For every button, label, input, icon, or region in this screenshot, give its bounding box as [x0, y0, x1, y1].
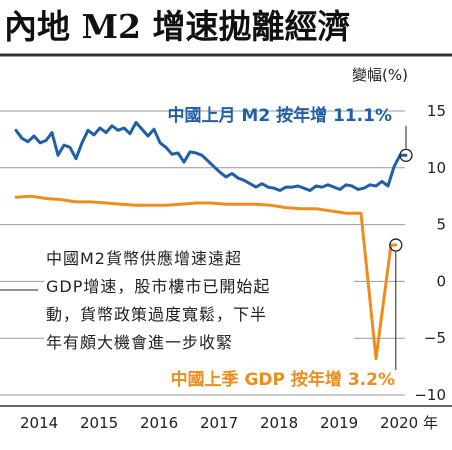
x-tick-label: 2016 [140, 414, 178, 432]
chart-title: 內地 M2 增速拋離經濟 [4, 7, 350, 46]
annotation-box [44, 238, 354, 350]
x-axis-ticks: 2014 2015 2016 2017 2018 2019 2020 年 [20, 414, 438, 432]
x-tick-label: 2014 [20, 414, 58, 432]
y-axis-ticks: 15 10 5 0 −5 −10 [414, 102, 446, 404]
y-tick-label: 5 [436, 216, 446, 234]
y-tick-label: −5 [424, 329, 446, 347]
x-tick-label: 2020 年 [380, 414, 438, 432]
series-gdp-line [14, 194, 398, 361]
series-gdp-label: 中國上季 GDP 按年增 3.2% [171, 369, 395, 390]
annotation-text: 中國M2貨幣供應增速遠超 GDP增速，股市樓市已開始起動，貨幣政策過度寬鬆，下半年… [46, 249, 270, 352]
x-tick-label: 2018 [260, 414, 298, 432]
series-labels: 中國上月 M2 按年增 11.1% 中國上季 GDP 按年增 3.2% [168, 105, 407, 390]
annotation-line: 動，貨幣政策過度寬鬆，下半 [46, 305, 267, 324]
y-tick-label: −10 [414, 386, 446, 404]
annotation-background [0, 238, 354, 350]
x-tick-label: 2017 [200, 414, 238, 432]
series-m2-line [14, 120, 408, 192]
annotation-line: 年有頗大機會進一步收緊 [46, 333, 233, 352]
y-tick-label: 15 [427, 102, 446, 120]
series-m2-end-marker [399, 148, 413, 162]
x-tick-label: 2019 [320, 414, 358, 432]
unit-label: 變幅(%) [352, 66, 408, 84]
series-gdp-end-marker [389, 238, 403, 252]
series-lines [14, 120, 413, 361]
y-tick-label: 0 [436, 272, 446, 290]
series-m2-label: 中國上月 M2 按年增 11.1% [168, 105, 392, 126]
x-tick-label: 2015 [80, 414, 118, 432]
annotation-line: 中國M2貨幣供應增速遠超 [46, 249, 242, 268]
y-tick-label: 10 [427, 159, 446, 177]
annotation-line: GDP增速，股市樓市已開始起 [46, 277, 270, 296]
